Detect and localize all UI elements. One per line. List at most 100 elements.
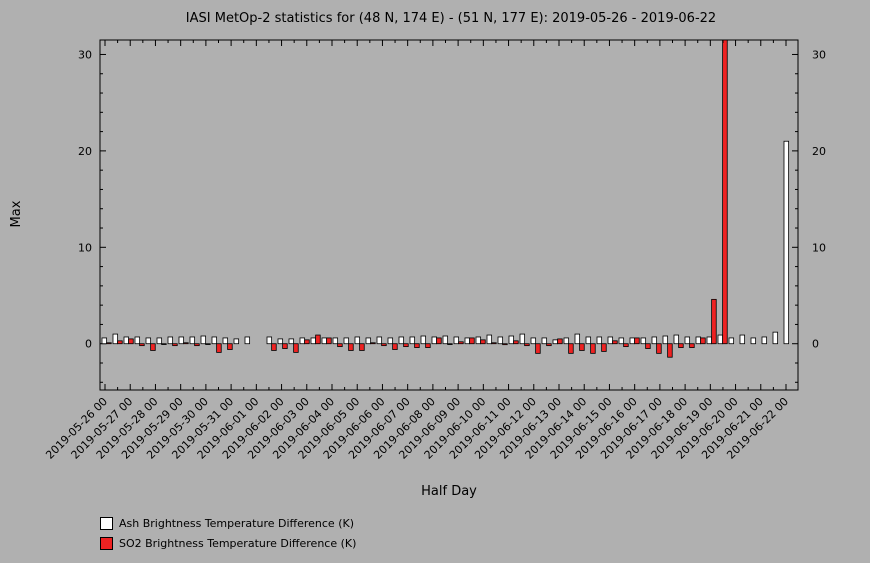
bar-ash [651,336,658,345]
bar-ash [552,339,559,345]
bar-ash [101,337,108,345]
bar-so2 [436,337,442,345]
bar-so2 [689,343,695,348]
bar-so2 [183,342,189,345]
bar-so2 [381,343,387,347]
y-tick-label-left: 0 [85,338,92,351]
bar-ash [706,336,713,345]
bar-ash [332,337,339,345]
bar-ash [783,140,790,345]
bar-so2 [271,343,277,351]
bar-so2 [524,343,530,347]
bar-ash [662,335,669,345]
x-axis-label: Half Day [421,484,477,499]
y-axis-label: Max [9,200,24,227]
bar-ash [156,337,163,345]
bar-so2 [304,339,310,345]
bar-so2 [711,298,717,345]
bar-so2 [293,343,299,353]
bar-ash [343,337,350,345]
bar-so2 [469,337,475,345]
bar-so2 [117,340,123,345]
bar-ash [585,336,592,345]
bar-so2 [348,343,354,351]
bar-ash [398,336,405,345]
bar-ash [431,336,438,345]
bar-ash [409,336,416,345]
bar-so2 [645,343,651,349]
bar-so2 [425,343,431,348]
bar-ash [189,336,196,345]
bar-ash [596,336,603,345]
bar-so2 [513,340,519,345]
bar-so2 [282,343,288,349]
bar-ash [288,338,295,345]
legend-label-ash: Ash Brightness Temperature Difference (K… [119,516,354,530]
bar-ash [519,333,526,345]
bar-ash [266,336,273,345]
bar-ash [453,336,460,345]
bar-so2 [601,343,607,352]
chart-title: IASI MetOp-2 statistics for (48 N, 174 E… [186,11,716,26]
bar-so2 [150,343,156,351]
bar-ash [442,335,449,345]
bar-ash [112,333,119,345]
bar-ash [761,336,768,345]
bar-so2 [623,343,629,348]
y-tick-label-right: 30 [812,48,826,61]
bar-so2 [172,343,178,347]
bar-ash [640,337,647,345]
bar-ash [420,335,427,345]
bar-so2 [106,342,112,345]
bar-so2 [315,334,321,345]
bar-so2 [128,338,134,345]
bar-so2 [634,337,640,345]
bar-ash [508,335,515,345]
y-tick-label-left: 10 [78,241,92,254]
bar-so2 [326,337,332,345]
bar-ash [486,334,493,345]
bar-ash [123,336,130,345]
bar-so2 [491,342,497,345]
plot-frame [99,39,799,391]
bar-ash [211,336,218,345]
bar-so2 [579,343,585,351]
bar-so2 [546,343,552,347]
legend-swatch-ash [100,516,113,530]
bar-ash [321,337,328,345]
bar-ash [728,337,735,345]
bar-ash [541,337,548,345]
bar-ash [178,336,185,345]
bar-so2 [370,342,376,345]
bar-so2 [612,340,618,345]
y-tick-label-right: 10 [812,241,826,254]
bar-ash [365,337,372,345]
legend-label-so2: SO2 Brightness Temperature Difference (K… [119,536,357,550]
bar-ash [475,336,482,345]
bar-ash [497,336,504,345]
bar-ash [695,336,702,345]
bar-so2 [414,343,420,348]
bar-ash [530,337,537,345]
bar-ash [574,333,581,345]
legend-swatch-so2 [100,536,113,550]
bar-so2 [458,341,464,345]
bar-so2 [337,343,343,348]
bar-ash [167,336,174,345]
bar-ash [673,334,680,345]
bar-so2 [392,343,398,350]
bar-so2 [656,343,662,354]
bar-ash [200,335,207,345]
bar-ash [244,336,251,345]
bar-ash [684,336,691,345]
bar-ash [629,337,636,345]
bar-ash [717,334,724,345]
bar-ash [299,337,306,345]
bar-ash [607,336,614,345]
bar-so2 [216,343,222,353]
bar-ash [387,337,394,345]
bar-ash [563,337,570,345]
legend-item-ash: Ash Brightness Temperature Difference (K… [100,513,356,533]
bar-ash [233,338,240,345]
